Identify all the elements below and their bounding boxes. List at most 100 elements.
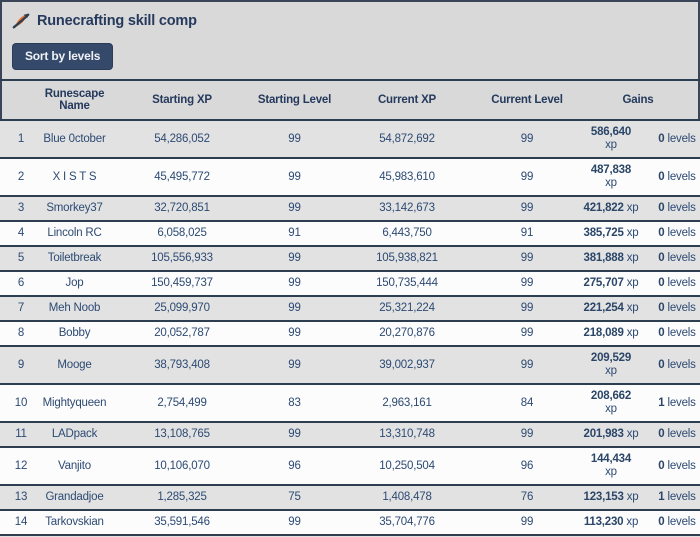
row-rank: 9 — [0, 346, 42, 385]
row-starting-level: 99 — [257, 246, 332, 272]
row-current-xp: 39,002,937 — [332, 346, 482, 385]
row-gain-levels: 0 levels — [650, 422, 700, 448]
row-gain-xp: 208,662 xp — [572, 384, 650, 423]
table-row: 9 Mooge 38,793,408 99 39,002,937 99 209,… — [0, 346, 700, 385]
row-gain-xp: 123,153 xp — [572, 485, 650, 511]
row-starting-level: 99 — [257, 196, 332, 222]
table-row: 10 Mightyqueen 2,754,499 83 2,963,161 84… — [0, 384, 700, 423]
row-current-xp: 33,142,673 — [332, 196, 482, 222]
row-player-name: Lincoln RC — [42, 221, 107, 247]
row-gain-xp: 201,983 xp — [572, 422, 650, 448]
row-starting-level: 96 — [257, 447, 332, 486]
skill-comp-table: Runescape Name Starting XP Starting Leve… — [0, 79, 700, 537]
row-player-name: Jop — [42, 271, 107, 297]
row-starting-xp: 2,754,499 — [107, 384, 257, 423]
row-rank: 12 — [0, 447, 42, 486]
row-player-name: Mightyqueen — [42, 384, 107, 423]
row-current-xp: 54,872,692 — [332, 120, 482, 159]
row-player-name: Meh Noob — [42, 296, 107, 322]
row-starting-level: 99 — [257, 321, 332, 347]
col-header-rank — [0, 79, 42, 121]
sort-by-levels-button[interactable]: Sort by levels — [12, 43, 114, 70]
row-starting-level: 99 — [257, 510, 332, 536]
row-gain-xp: 586,640 xp — [572, 120, 650, 159]
row-starting-xp: 20,052,787 — [107, 321, 257, 347]
table-row: 11 LADpack 13,108,765 99 13,310,748 99 2… — [0, 422, 700, 448]
row-gain-levels: 1 levels — [650, 384, 700, 423]
row-current-xp: 25,321,224 — [332, 296, 482, 322]
row-starting-xp: 54,286,052 — [107, 120, 257, 159]
row-gain-xp: 385,725 xp — [572, 221, 650, 247]
row-current-level: 91 — [482, 221, 572, 247]
col-header-starting-level: Starting Level — [257, 79, 332, 121]
row-gain-levels: 0 levels — [650, 246, 700, 272]
row-current-level: 76 — [482, 485, 572, 511]
table-row: 15 Bubzz 41,779,254 99 41,867,873 99 88,… — [0, 535, 700, 537]
row-starting-level: 99 — [257, 271, 332, 297]
row-gain-xp: 421,822 xp — [572, 196, 650, 222]
row-rank: 2 — [0, 158, 42, 197]
row-current-level: 84 — [482, 384, 572, 423]
row-rank: 13 — [0, 485, 42, 511]
row-starting-xp: 45,495,772 — [107, 158, 257, 197]
table-row: 12 Vanjito 10,106,070 96 10,250,504 96 1… — [0, 447, 700, 486]
row-rank: 6 — [0, 271, 42, 297]
row-rank: 11 — [0, 422, 42, 448]
row-rank: 10 — [0, 384, 42, 423]
row-starting-xp: 6,058,025 — [107, 221, 257, 247]
row-rank: 7 — [0, 296, 42, 322]
table-row: 3 Smorkey37 32,720,851 99 33,142,673 99 … — [0, 196, 700, 222]
table-header-row: Runescape Name Starting XP Starting Leve… — [0, 79, 700, 121]
row-gain-levels: 0 levels — [650, 447, 700, 486]
row-player-name: Bubzz — [42, 535, 107, 537]
table-row: 14 Tarkovskian 35,591,546 99 35,704,776 … — [0, 510, 700, 536]
row-starting-xp: 32,720,851 — [107, 196, 257, 222]
table-row: 8 Bobby 20,052,787 99 20,270,876 99 218,… — [0, 321, 700, 347]
table-row: 1 Blue 0ctober 54,286,052 99 54,872,692 … — [0, 120, 700, 159]
row-gain-xp: 113,230 xp — [572, 510, 650, 536]
row-starting-xp: 105,556,933 — [107, 246, 257, 272]
row-current-level: 99 — [482, 271, 572, 297]
row-starting-level: 99 — [257, 296, 332, 322]
table-row: 2 X I S T S 45,495,772 99 45,983,610 99 … — [0, 158, 700, 197]
row-player-name: Blue 0ctober — [42, 120, 107, 159]
row-player-name: Toiletbreak — [42, 246, 107, 272]
row-gain-levels: 0 levels — [650, 346, 700, 385]
row-rank: 14 — [0, 510, 42, 536]
row-gain-levels: 0 levels — [650, 271, 700, 297]
row-starting-level: 99 — [257, 535, 332, 537]
row-starting-level: 99 — [257, 158, 332, 197]
row-player-name: X I S T S — [42, 158, 107, 197]
table-row: 6 Jop 150,459,737 99 150,735,444 99 275,… — [0, 271, 700, 297]
col-header-current-level: Current Level — [482, 79, 572, 121]
row-current-xp: 13,310,748 — [332, 422, 482, 448]
col-header-starting-xp: Starting XP — [107, 79, 257, 121]
row-gain-levels: 0 levels — [650, 221, 700, 247]
row-current-xp: 10,250,504 — [332, 447, 482, 486]
row-gain-levels: 0 levels — [650, 321, 700, 347]
row-current-xp: 1,408,478 — [332, 485, 482, 511]
row-current-level: 99 — [482, 422, 572, 448]
row-rank: 15 — [0, 535, 42, 537]
row-current-level: 99 — [482, 535, 572, 537]
row-current-level: 99 — [482, 246, 572, 272]
col-header-gains: Gains — [572, 79, 700, 121]
row-starting-xp: 1,285,325 — [107, 485, 257, 511]
row-starting-level: 99 — [257, 422, 332, 448]
row-rank: 8 — [0, 321, 42, 347]
row-starting-xp: 35,591,546 — [107, 510, 257, 536]
row-gain-xp: 88,619 xp — [572, 535, 650, 537]
row-player-name: Grandadjoe — [42, 485, 107, 511]
row-player-name: Vanjito — [42, 447, 107, 486]
row-rank: 4 — [0, 221, 42, 247]
row-gain-levels: 0 levels — [650, 510, 700, 536]
row-current-level: 99 — [482, 120, 572, 159]
row-gain-xp: 209,529 xp — [572, 346, 650, 385]
row-rank: 1 — [0, 120, 42, 159]
row-player-name: Mooge — [42, 346, 107, 385]
row-gain-xp: 218,089 xp — [572, 321, 650, 347]
row-current-level: 99 — [482, 346, 572, 385]
row-current-xp: 45,983,610 — [332, 158, 482, 197]
row-starting-level: 99 — [257, 346, 332, 385]
row-current-level: 96 — [482, 447, 572, 486]
